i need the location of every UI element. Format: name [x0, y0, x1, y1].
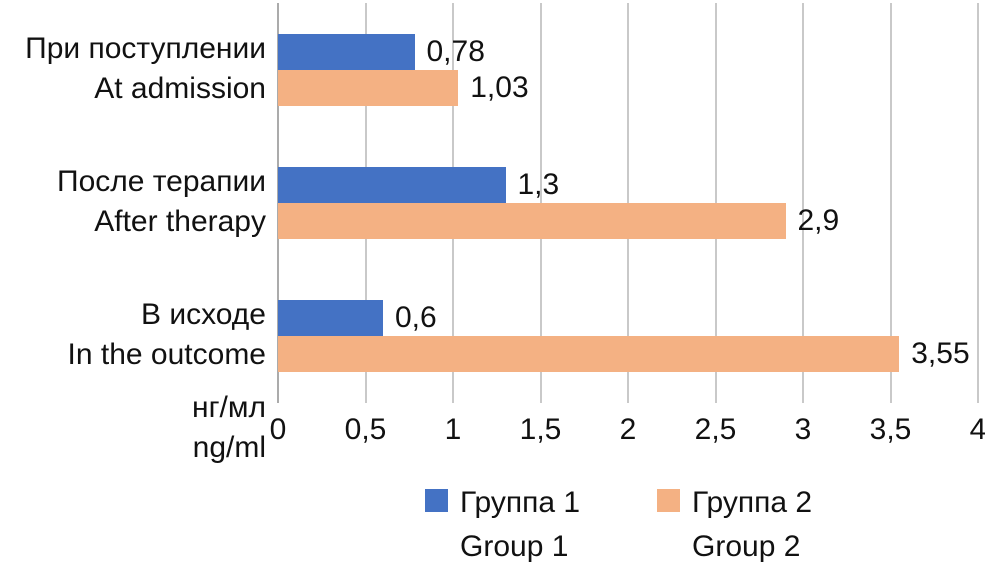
gridline [802, 3, 804, 403]
x-tick-label: 2 [619, 413, 637, 446]
legend-label-group-1-ru: Группа 1 [460, 486, 581, 519]
legend-label-group-1-en: Group 1 [460, 530, 569, 563]
category-label-ru: После терапии [57, 165, 266, 198]
value-label: 1,3 [517, 168, 560, 201]
axis-unit-label: нг/мл ng/ml [0, 388, 266, 468]
axis-unit-en: ng/ml [192, 431, 266, 464]
x-tick-label: 0 [269, 413, 287, 446]
x-tick-label: 3 [794, 413, 812, 446]
bar-group-1 [278, 300, 383, 337]
bar-group-2 [278, 336, 900, 373]
category-label: При поступлении At admission [0, 29, 266, 109]
bar-group-2 [278, 69, 459, 106]
category-label: После терапии After therapy [0, 162, 266, 242]
legend-item-group-2: Группа 2 Group 2 [657, 481, 812, 569]
value-label: 2,9 [797, 204, 840, 237]
category-label-en: In the outcome [67, 338, 266, 372]
value-label: 0,78 [426, 34, 485, 68]
legend-label-group-2-ru: Группа 2 [692, 486, 813, 519]
category-label-en: After therapy [94, 205, 266, 238]
bar-group-2 [278, 203, 786, 239]
value-label: 1,03 [470, 70, 529, 104]
legend-label-group-1: Группа 1 Group 1 [460, 481, 580, 569]
legend-swatch-group-2-icon [657, 489, 680, 512]
value-label: 3,55 [911, 337, 970, 371]
bar-group-1 [278, 33, 415, 70]
x-tick-label: 2,5 [694, 413, 737, 446]
x-tick-label: 1 [444, 413, 462, 446]
legend-swatch-group-1-icon [425, 489, 448, 512]
x-tick-label: 0,5 [344, 413, 387, 446]
value-label: 0,6 [395, 301, 437, 335]
legend-label-group-2: Группа 2 Group 2 [692, 481, 812, 569]
x-tick-label: 1,5 [519, 413, 562, 446]
category-label-ru: В исходе [141, 298, 266, 332]
gridline [889, 3, 892, 403]
legend: Группа 1 Group 1 Группа 2 Group 2 [0, 481, 985, 563]
bar-group-1 [278, 167, 506, 203]
gridline [977, 3, 979, 403]
category-label-en: At admission [94, 71, 266, 105]
legend-item-group-1: Группа 1 Group 1 [425, 481, 580, 569]
category-label-ru: При поступлении [25, 31, 266, 65]
axis-unit-ru: нг/мл [192, 391, 266, 424]
x-tick-label: 3,5 [869, 413, 912, 446]
category-label: В исходе In the outcome [0, 295, 266, 375]
x-tick-label: 4 [969, 413, 985, 446]
legend-label-group-2-en: Group 2 [692, 530, 801, 563]
